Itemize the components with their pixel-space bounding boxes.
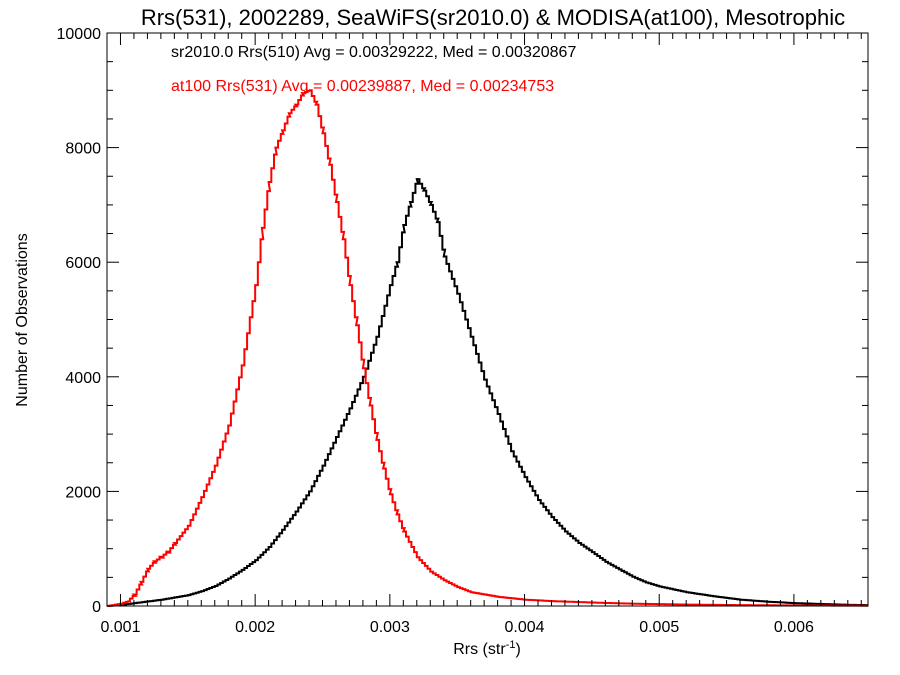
series-line-2 <box>107 89 868 607</box>
y-tick-label: 8000 <box>65 141 101 158</box>
plot-frame <box>106 32 869 607</box>
x-axis-label: Rrs (str-1) <box>453 639 521 658</box>
x-tick-label: 0.001 <box>100 619 140 636</box>
y-tick-label: 6000 <box>65 255 101 272</box>
chart-title: Rrs(531), 2002289, SeaWiFS(sr2010.0) & M… <box>141 5 845 30</box>
x-axis-label-close: ) <box>515 641 520 658</box>
plot-area <box>107 89 868 607</box>
x-tick-label: 0.004 <box>505 619 545 636</box>
x-tick-label: 0.005 <box>639 619 679 636</box>
ticks-layer: 0.001 0.002 0.003 0.004 0.005 0.006 0 2000 4000 6… <box>57 26 868 636</box>
x-tick-label: 0.002 <box>235 619 275 636</box>
x-tick-label: 0.006 <box>774 619 814 636</box>
y-axis-label: Number of Observations <box>14 233 31 406</box>
x-axis-label-main: Rrs (str <box>453 641 506 658</box>
y-tick-label: 2000 <box>65 484 101 501</box>
legend-entry-satellite-2: at100 Rrs(531) Avg = 0.00239887, Med = 0… <box>171 78 554 95</box>
x-axis-label-exponent: -1 <box>506 639 516 651</box>
series-layer <box>107 89 868 607</box>
y-tick-label: 4000 <box>65 370 101 387</box>
series-line-1 <box>107 178 868 607</box>
legend-entry-satellite-1: sr2010.0 Rrs(510) Avg = 0.00329222, Med … <box>171 44 576 61</box>
x-tick-label: 0.003 <box>370 619 410 636</box>
legend: sr2010.0 Rrs(510) Avg = 0.00329222, Med … <box>171 44 576 95</box>
y-tick-label: 10000 <box>57 26 102 43</box>
y-tick-label: 0 <box>92 599 101 616</box>
